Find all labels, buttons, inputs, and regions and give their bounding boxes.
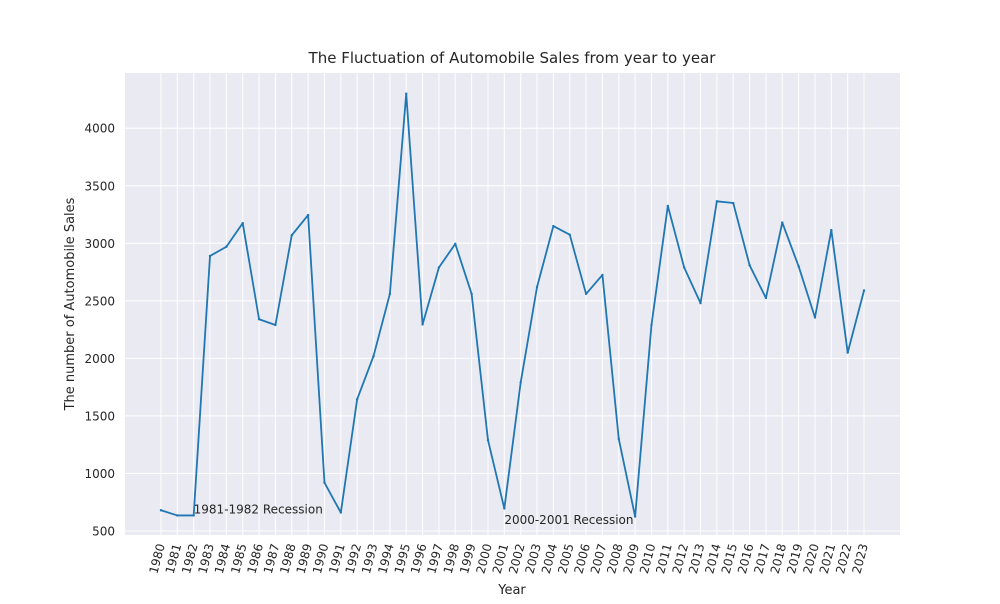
data-point [862, 289, 866, 292]
data-point [764, 296, 768, 300]
data-point [797, 265, 800, 268]
data-point [306, 213, 310, 217]
y-tick-label: 3500 [84, 179, 115, 193]
data-point [781, 221, 784, 224]
data-point [339, 511, 343, 514]
data-point [241, 221, 244, 225]
data-point [650, 323, 653, 327]
data-point [225, 245, 228, 248]
y-tick-label: 1000 [84, 467, 115, 481]
data-point [372, 354, 375, 358]
data-point [454, 242, 457, 246]
data-point [355, 398, 359, 401]
grid-lines [125, 73, 900, 535]
data-point [176, 514, 179, 517]
chart-title: The Fluctuation of Automobile Sales from… [308, 49, 717, 67]
data-point [682, 266, 686, 269]
data-point [486, 438, 490, 442]
data-point [470, 292, 473, 296]
y-axis-label: The number of Automobile Sales [63, 197, 78, 411]
data-point [208, 254, 212, 258]
plot-area [125, 73, 900, 535]
y-tick-label: 1500 [84, 409, 115, 423]
data-point [617, 437, 620, 441]
data-point [257, 318, 261, 321]
y-tick-label: 4000 [84, 122, 115, 136]
data-point [732, 201, 735, 205]
data-point [846, 351, 849, 354]
annotation-label: 2000-2001 Recession [504, 513, 633, 527]
data-point [503, 507, 506, 510]
data-point [290, 234, 293, 237]
data-point [159, 509, 163, 512]
data-point [388, 292, 392, 296]
series-line [160, 92, 865, 518]
y-tick-label: 500 [92, 524, 115, 538]
data-point [421, 323, 424, 326]
annotations: 1981-1982 Recession 2000-2001 Recession [194, 503, 634, 527]
data-point [715, 200, 719, 203]
y-tick-label: 2500 [84, 294, 115, 308]
x-axis-label: Year [497, 583, 526, 598]
data-point [568, 233, 571, 236]
x-tick-labels: 1980198119821983198419851986198719881989… [146, 542, 870, 575]
series-layer [159, 92, 866, 518]
data-point [535, 285, 539, 289]
y-tick-label: 2000 [84, 352, 115, 366]
data-point [601, 273, 604, 277]
data-point [192, 514, 195, 517]
data-point [274, 323, 277, 327]
data-point [748, 263, 751, 267]
data-point [552, 224, 555, 228]
data-point [584, 292, 588, 296]
data-point [437, 266, 441, 269]
data-point [699, 301, 702, 305]
annotation-label: 1981-1982 Recession [194, 503, 323, 517]
data-point [323, 481, 326, 484]
data-point [813, 316, 817, 319]
data-point [405, 92, 408, 95]
y-tick-labels: 500 1000 1500 2000 2500 3000 3500 4000 [84, 122, 115, 539]
data-point [519, 381, 522, 384]
y-tick-label: 3000 [84, 237, 115, 251]
data-point [666, 204, 670, 208]
data-point [830, 228, 833, 232]
data-point [633, 515, 637, 518]
